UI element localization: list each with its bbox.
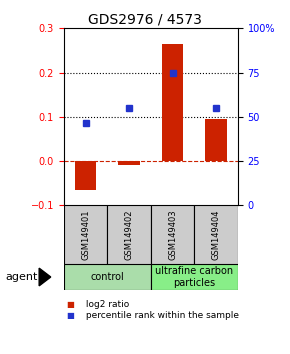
Text: GSM149403: GSM149403 (168, 209, 177, 260)
Bar (194, 205, 238, 264)
Text: agent: agent (6, 272, 38, 282)
Text: percentile rank within the sample: percentile rank within the sample (83, 310, 239, 320)
Bar (118, 161, 140, 166)
Text: log2 ratio: log2 ratio (83, 300, 129, 309)
Text: ■: ■ (67, 300, 75, 309)
Text: GDS2976 / 4573: GDS2976 / 4573 (88, 12, 202, 27)
Bar (64, 205, 107, 264)
Bar (205, 119, 227, 161)
Bar (151, 205, 194, 264)
Bar (75, 161, 96, 190)
Text: control: control (90, 272, 124, 282)
Text: ■: ■ (67, 310, 75, 320)
Bar (64, 264, 151, 290)
Bar (151, 264, 238, 290)
Bar (162, 44, 183, 161)
Bar (107, 205, 151, 264)
Text: GSM149401: GSM149401 (81, 209, 90, 260)
Text: ultrafine carbon
particles: ultrafine carbon particles (155, 266, 233, 288)
Text: GSM149402: GSM149402 (124, 209, 134, 260)
Text: GSM149404: GSM149404 (211, 209, 221, 260)
